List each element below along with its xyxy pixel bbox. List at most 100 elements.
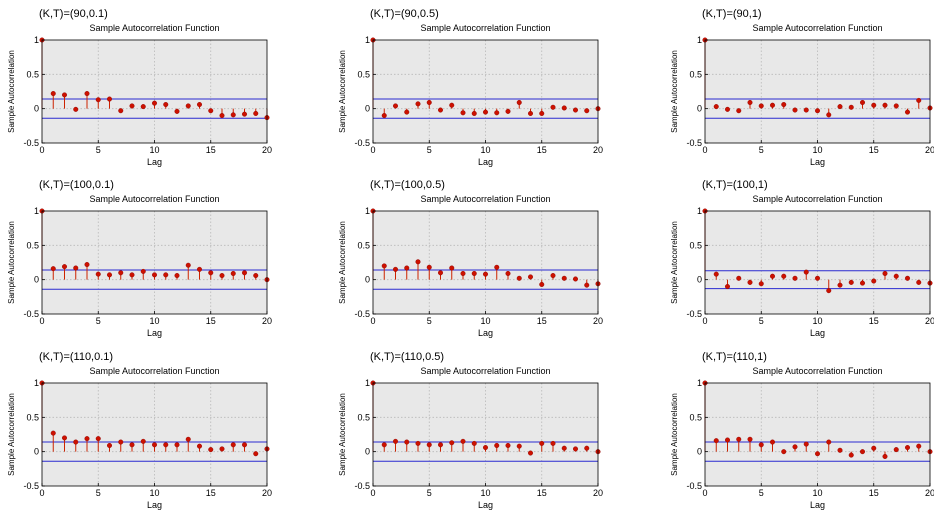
acf-marker bbox=[208, 447, 214, 453]
acf-marker bbox=[770, 273, 776, 279]
acf-marker bbox=[163, 442, 169, 448]
acf-marker bbox=[505, 442, 511, 448]
acf-marker bbox=[758, 442, 764, 448]
acf-marker bbox=[50, 266, 56, 272]
x-tick-label: 15 bbox=[537, 488, 547, 498]
plot-area bbox=[705, 40, 930, 143]
acf-marker bbox=[905, 109, 911, 115]
acf-marker bbox=[848, 279, 854, 285]
acf-marker bbox=[792, 444, 798, 450]
panel-label: (K,T)=(100,0.1) bbox=[39, 179, 114, 191]
acf-marker bbox=[219, 273, 225, 279]
acf-marker bbox=[404, 109, 410, 115]
acf-marker bbox=[528, 450, 534, 456]
acf-marker bbox=[893, 103, 899, 109]
x-tick-label: 20 bbox=[593, 145, 603, 155]
x-tick-label: 10 bbox=[480, 488, 490, 498]
chart-title: Sample Autocorrelation Function bbox=[420, 194, 550, 204]
acf-marker bbox=[916, 443, 922, 449]
y-tick-label: 0.5 bbox=[357, 240, 370, 250]
y-axis-label: Sample Autocorrelation bbox=[338, 50, 347, 133]
acf-marker bbox=[140, 438, 146, 444]
acf-marker bbox=[449, 265, 455, 271]
x-tick-label: 20 bbox=[262, 488, 272, 498]
acf-marker bbox=[573, 276, 579, 282]
acf-marker bbox=[781, 273, 787, 279]
acf-marker bbox=[539, 281, 545, 287]
acf-marker bbox=[140, 104, 146, 110]
acf-marker bbox=[95, 271, 101, 277]
acf-marker bbox=[871, 278, 877, 284]
acf-marker bbox=[725, 284, 731, 290]
plot-area bbox=[42, 211, 267, 314]
x-axis-label: Lag bbox=[147, 157, 162, 167]
acf-marker bbox=[539, 440, 545, 446]
x-tick-label: 5 bbox=[427, 488, 432, 498]
acf-marker bbox=[118, 270, 124, 276]
y-tick-label: 0.5 bbox=[26, 240, 39, 250]
acf-marker bbox=[174, 442, 180, 448]
acf-marker bbox=[449, 102, 455, 108]
y-tick-label: 0 bbox=[365, 275, 370, 285]
acf-marker bbox=[516, 99, 522, 105]
y-tick-label: -0.5 bbox=[23, 481, 39, 491]
acf-marker bbox=[860, 99, 866, 105]
x-tick-label: 0 bbox=[370, 488, 375, 498]
y-tick-label: 1 bbox=[365, 378, 370, 388]
x-tick-label: 5 bbox=[96, 488, 101, 498]
x-tick-label: 15 bbox=[537, 145, 547, 155]
acf-marker bbox=[792, 275, 798, 281]
acf-marker bbox=[528, 110, 534, 116]
acf-marker bbox=[893, 273, 899, 279]
acf-marker bbox=[140, 268, 146, 274]
acf-marker bbox=[770, 439, 776, 445]
y-tick-label: -0.5 bbox=[354, 481, 370, 491]
y-tick-label: 0 bbox=[34, 104, 39, 114]
x-tick-label: 10 bbox=[149, 316, 159, 326]
y-tick-label: 1 bbox=[34, 35, 39, 45]
x-tick-label: 10 bbox=[812, 316, 822, 326]
acf-marker bbox=[494, 110, 500, 116]
x-tick-label: 5 bbox=[759, 488, 764, 498]
y-tick-label: 0 bbox=[697, 104, 702, 114]
x-tick-label: 15 bbox=[206, 488, 216, 498]
x-axis-label: Lag bbox=[810, 328, 825, 338]
acf-marker bbox=[905, 445, 911, 451]
y-tick-label: 1 bbox=[697, 35, 702, 45]
acf-marker bbox=[174, 273, 180, 279]
y-tick-label: 1 bbox=[365, 206, 370, 216]
y-tick-label: 1 bbox=[697, 378, 702, 388]
acf-panel-3: (K,T)=(90,1) Sample Autocorrelation Funct… bbox=[670, 8, 934, 167]
acf-marker bbox=[747, 436, 753, 442]
acf-marker bbox=[494, 264, 500, 270]
acf-marker bbox=[50, 430, 56, 436]
y-tick-label: -0.5 bbox=[354, 138, 370, 148]
acf-panel-1: (K,T)=(90,0.1) Sample Autocorrelation Fun… bbox=[7, 8, 272, 167]
acf-marker bbox=[208, 270, 214, 276]
acf-marker bbox=[95, 97, 101, 103]
y-axis-label: Sample Autocorrelation bbox=[7, 393, 16, 476]
chart-title: Sample Autocorrelation Function bbox=[89, 194, 219, 204]
acf-marker bbox=[561, 105, 567, 111]
y-axis-label: Sample Autocorrelation bbox=[670, 393, 679, 476]
acf-marker bbox=[151, 272, 157, 278]
acf-marker bbox=[73, 265, 79, 271]
acf-marker bbox=[219, 113, 225, 119]
y-tick-label: 0 bbox=[697, 275, 702, 285]
acf-marker bbox=[185, 103, 191, 109]
y-tick-label: 0.5 bbox=[26, 412, 39, 422]
y-axis-label: Sample Autocorrelation bbox=[338, 221, 347, 304]
acf-panel-8: (K,T)=(110,0.5) Sample Autocorrelation Fu… bbox=[338, 351, 603, 510]
acf-marker bbox=[129, 103, 135, 109]
acf-marker bbox=[736, 108, 742, 114]
acf-marker bbox=[196, 443, 202, 449]
acf-marker bbox=[415, 440, 421, 446]
x-tick-label: 0 bbox=[370, 316, 375, 326]
y-axis-label: Sample Autocorrelation bbox=[7, 50, 16, 133]
x-tick-label: 20 bbox=[262, 145, 272, 155]
acf-marker bbox=[505, 270, 511, 276]
acf-marker bbox=[253, 110, 259, 116]
acf-marker bbox=[426, 99, 432, 105]
y-tick-label: 1 bbox=[34, 206, 39, 216]
acf-marker bbox=[516, 443, 522, 449]
